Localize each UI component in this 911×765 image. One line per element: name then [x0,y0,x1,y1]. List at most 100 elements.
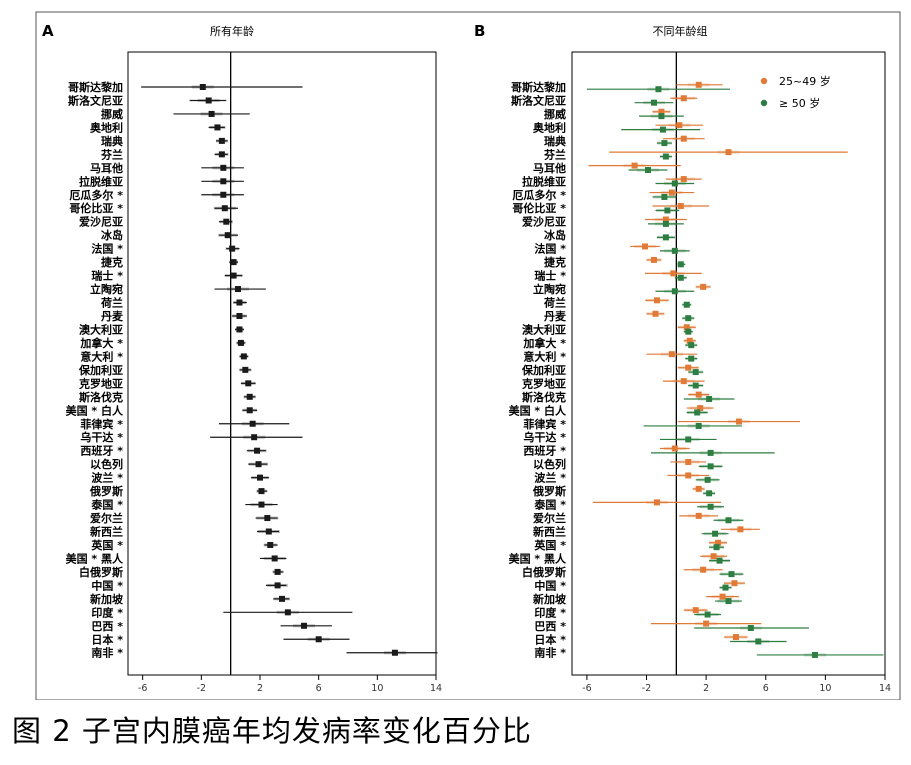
point-estimate-old [685,436,692,443]
category-label: 冰岛 [101,228,123,242]
panel-b-marks [586,81,884,658]
point-estimate-all [230,272,237,279]
category-label: 拉脱维亚 [79,174,123,188]
point-estimate-all [255,461,262,468]
point-estimate-young [680,378,687,385]
category-label: 俄罗斯 [89,484,123,498]
x-tick-label: 2 [703,683,709,694]
point-estimate-old [707,463,714,470]
point-estimate-old [685,328,692,335]
category-label: 泰国 * [90,498,123,512]
category-label: 新西兰 [533,525,566,539]
x-tick-label: 6 [316,683,322,694]
x-tick-label: 2 [257,683,263,694]
category-label: 加拿大 * [522,336,566,350]
point-estimate-old [671,288,678,295]
category-label: 意大利 * [80,349,123,363]
x-tick-label: 10 [819,683,831,694]
point-estimate-all [208,110,215,117]
point-estimate-all [223,218,230,225]
point-estimate-all [199,84,206,90]
point-estimate-all [218,137,225,144]
point-estimate-old [755,638,762,645]
category-label: 日本 * [534,632,566,646]
point-estimate-all [221,205,228,212]
point-estimate-young [680,95,687,102]
panel-a-letter: A [42,22,54,40]
category-label: 斯洛伐克 [522,390,566,404]
point-estimate-old [725,598,732,605]
point-estimate-young [653,297,660,304]
point-estimate-young [662,216,669,223]
x-tick-label: 14 [879,683,891,694]
category-label: 哥斯达黎加 [68,80,123,94]
category-label: 美国 * 黑人 [509,551,567,565]
x-tick-label: -2 [197,683,206,694]
category-label: 芬兰 [100,147,123,161]
point-estimate-all [245,380,252,387]
point-estimate-young [670,270,677,277]
category-label: 瑞士 * [91,269,123,283]
point-estimate-old [688,355,695,362]
point-estimate-young [658,108,665,115]
category-label: 挪威 [101,107,123,121]
category-label: 挪威 [544,107,566,121]
point-estimate-old [695,422,702,429]
point-estimate-old [706,396,713,403]
x-tick-label: 10 [371,683,383,694]
category-label: 澳大利亚 [79,322,123,336]
point-estimate-old [683,301,690,308]
category-label: 英国 * [533,538,566,552]
point-estimate-young [737,526,744,533]
category-label: 中国 * [91,578,123,592]
panel-b-x-axis: -6 -2 2 6 10 14 [582,675,891,694]
point-estimate-all [264,515,271,522]
point-estimate-old [688,342,695,349]
category-label: 爱沙尼亚 [522,216,566,229]
point-estimate-young [695,485,702,492]
panel-a-title: 所有年龄 [210,24,254,38]
point-estimate-all [236,299,243,306]
category-label: 美国 * 白人 [509,403,567,417]
category-label: 克罗地亚 [79,376,123,390]
category-label: 以色列 [533,457,566,471]
category-label: 立陶宛 [533,282,566,296]
point-estimate-young [642,243,649,250]
point-estimate-young [685,458,692,465]
category-label: 荷兰 [543,296,566,310]
point-estimate-old [704,611,711,618]
point-estimate-all [229,245,236,252]
point-estimate-young [710,553,717,560]
category-label: 立陶宛 [90,282,123,296]
point-estimate-all [267,541,274,548]
category-label: 瑞士 * [534,269,566,283]
category-label: 俄罗斯 [532,484,566,498]
category-label: 马耳他 [90,161,123,175]
point-estimate-old [671,247,678,254]
point-estimate-old [707,449,714,456]
panel-a-plot-frame [127,51,437,676]
panel-b-plot-frame [571,51,886,676]
category-label: 捷克 [544,255,566,269]
category-label: 法国 * [534,242,566,256]
point-estimate-old [694,409,701,416]
category-label: 乌干达 * [80,430,123,444]
point-estimate-young [695,391,702,398]
point-estimate-young [703,620,710,627]
point-estimate-old [713,544,720,551]
x-tick-label: 6 [763,683,769,694]
x-tick-label: -6 [582,683,591,694]
category-label: 新西兰 [90,525,123,539]
category-label: 厄瓜多尔 * [69,188,123,202]
point-estimate-old [712,530,719,537]
category-label: 美国 * 白人 [66,403,124,417]
point-estimate-young [700,283,707,290]
point-estimate-all [257,474,263,481]
point-estimate-old [662,234,669,241]
point-estimate-old [685,315,692,322]
point-estimate-old [661,193,668,200]
point-estimate-young [680,176,687,183]
point-estimate-young [685,364,692,371]
